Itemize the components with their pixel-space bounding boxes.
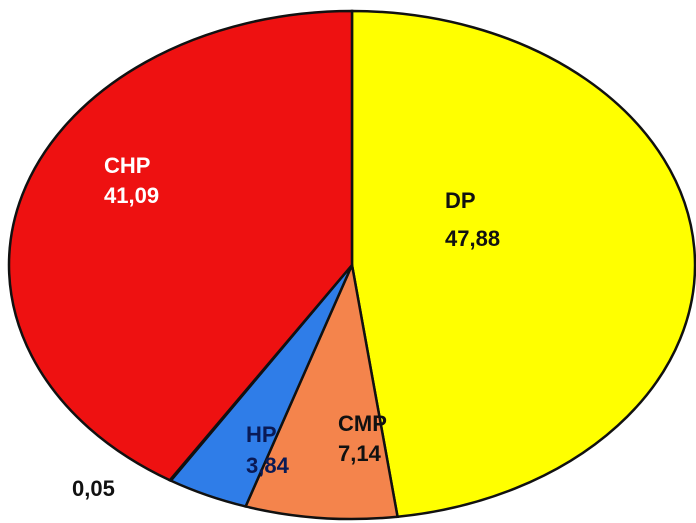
value-label: 47,88 (445, 226, 500, 251)
slice-label: DP (445, 188, 476, 213)
pie-slice (243, 260, 400, 521)
value-label: 3,84 (246, 453, 290, 478)
value-label: 0,05 (72, 476, 115, 501)
slice-label: CHP (104, 153, 150, 178)
pie-slice (350, 9, 696, 519)
slice-label: CMP (338, 411, 387, 436)
pie-slice (7, 9, 354, 482)
slice-label: HP (246, 422, 277, 447)
value-label: 41,09 (104, 183, 159, 208)
value-label: 7,14 (338, 441, 382, 466)
